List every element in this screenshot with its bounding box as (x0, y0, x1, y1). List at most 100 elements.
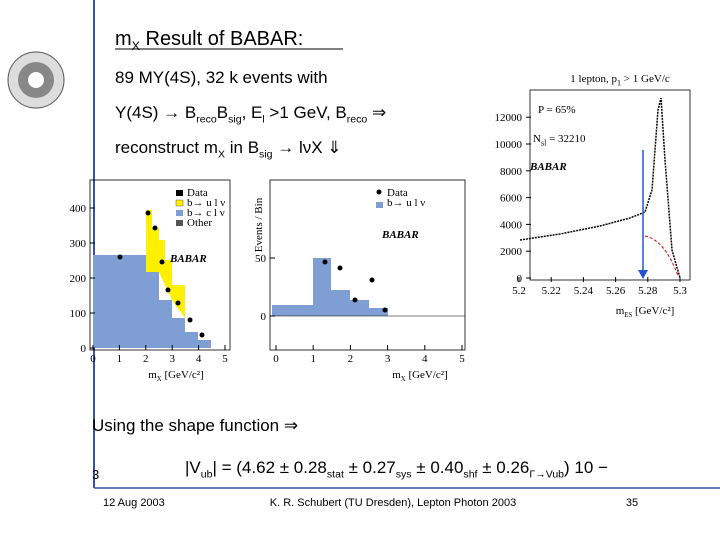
x-axis-label: mX [GeV/c²] (392, 369, 448, 383)
bullet-line: reconstruct mX in Bsig → lνX ⇓ (115, 138, 342, 160)
subscript: reco (196, 113, 217, 125)
legend-entry: b→ u l ν (187, 197, 225, 209)
subscript: sl (541, 138, 547, 147)
legend-entry: Data (387, 187, 408, 199)
x-tick-label: 3 (385, 353, 391, 365)
y-tick-label: 100 (70, 308, 87, 320)
text-run: in B (225, 138, 259, 157)
middle-plot (269, 179, 466, 351)
subscript: sys (396, 468, 412, 480)
subscript: ub (201, 468, 213, 480)
figure-logo: BABAR (381, 229, 419, 241)
x-axis-label: mX [GeV/c²] (148, 369, 204, 383)
y-tick-label: 8000 (500, 166, 523, 178)
y-tick-label: 10000 (495, 139, 523, 151)
text-run: Result of BABAR: (140, 28, 303, 50)
x-tick-label: 5.24 (574, 285, 594, 297)
footer-date: 12 Aug 2003 (103, 497, 165, 509)
bullet-line: Υ(4S) → BrecoBsig, El >1 GeV, Breco ⇒ (115, 103, 386, 125)
x-tick-label: 5.26 (606, 285, 626, 297)
subscript: reco (347, 113, 368, 125)
text-run: m (148, 369, 157, 381)
x-tick-label: 5 (459, 353, 465, 365)
y-tick-label: 300 (70, 238, 87, 250)
text-run: 89 MΥ(4S), 32 k events with (115, 68, 328, 87)
subscript: X (401, 376, 406, 383)
y-tick-label: 2000 (500, 246, 523, 258)
left-plot (89, 179, 231, 351)
text-run: ± 0.27 (344, 458, 396, 477)
x-tick-label: 5.3 (673, 285, 687, 297)
text-run: > 1 GeV/c (621, 73, 670, 85)
slide-title: mX Result of BABAR: (115, 28, 303, 53)
text-run: |V (185, 458, 201, 477)
right-plot (519, 89, 691, 281)
x-tick-label: 5.22 (542, 285, 561, 297)
result-line: |Vub| = (4.62 ± 0.28stat ± 0.27sys ± 0.4… (185, 458, 608, 480)
result-exponent: 3 (92, 467, 99, 482)
subscript: X (218, 148, 225, 160)
x-tick-label: 0 (90, 353, 96, 365)
figure-title: 1 lepton, p1 > 1 GeV/c (570, 73, 670, 87)
text-run: , E (242, 103, 263, 122)
text-run: → lνX ⇓ (273, 138, 342, 157)
purity-label: P = 65% (538, 104, 576, 116)
subscript: sig (259, 148, 273, 160)
y-tick-label: 200 (70, 273, 87, 285)
text-run: [GeV/c²] (406, 369, 448, 381)
x-tick-label: 5.2 (512, 285, 526, 297)
subscript: l (262, 113, 264, 125)
y-tick-label: 6000 (500, 193, 523, 205)
x-tick-label: 3 (169, 353, 175, 365)
logo (7, 51, 65, 109)
footer-page: 35 (626, 497, 638, 509)
subscript: Γ→Vub (529, 468, 564, 480)
legend-entry: b→ u l ν (387, 197, 425, 209)
x-tick-label: 2 (348, 353, 354, 365)
bullet-line: 89 MΥ(4S), 32 k events with (115, 68, 328, 87)
x-tick-label: 1 (117, 353, 123, 365)
y-tick-label: 400 (70, 203, 87, 215)
text-run: 1 lepton, p (570, 73, 617, 85)
text-run: reconstruct m (115, 138, 218, 157)
x-tick-label: 4 (422, 353, 428, 365)
y-tick-label: 50 (255, 253, 267, 265)
subscript: stat (327, 468, 344, 480)
subscript: 1 (617, 78, 621, 87)
shape-line: Using the shape function ⇒ (92, 416, 298, 435)
legend-entry: b→ c l ν (187, 207, 225, 219)
text-run: Υ(4S) → B (115, 103, 196, 122)
text-run: [GeV/c²] (162, 369, 204, 381)
legend-entry: Other (187, 217, 212, 229)
legend-entry: Data (187, 187, 208, 199)
text-run: N (533, 133, 541, 145)
text-run: >1 GeV, B (265, 103, 347, 122)
text-run: [GeV/c²] (632, 305, 674, 317)
text-run: Using the shape function ⇒ (92, 416, 298, 435)
y-tick-label: 4000 (500, 219, 523, 231)
count-label: Nsl = 32210 (533, 133, 586, 147)
figure-logo: BABAR (529, 161, 567, 173)
text-run: | = (4.62 ± 0.28 (212, 458, 326, 477)
text-run: = 32210 (546, 133, 586, 145)
text-run: ± 0.40 (412, 458, 464, 477)
figure-logo: BABAR (169, 253, 207, 265)
text-run: B (217, 103, 228, 122)
x-tick-label: 5 (222, 353, 228, 365)
x-tick-label: 2 (143, 353, 149, 365)
text-run: ⇒ (367, 103, 386, 122)
subscript: X (132, 39, 140, 53)
x-axis-label: mES [GeV/c²] (616, 305, 675, 319)
text-run: m (115, 28, 132, 50)
subscript: shf (463, 468, 477, 480)
x-tick-label: 0 (273, 353, 279, 365)
subscript: X (157, 376, 162, 383)
y-axis-label: Events / Bin (253, 197, 265, 252)
y-tick-label: 12000 (495, 112, 523, 124)
text-run: ± 0.26 (477, 458, 529, 477)
y-tick-label: 0 (261, 311, 267, 323)
text-run: m (392, 369, 401, 381)
x-tick-label: 5.28 (638, 285, 658, 297)
x-tick-label: 4 (196, 353, 202, 365)
